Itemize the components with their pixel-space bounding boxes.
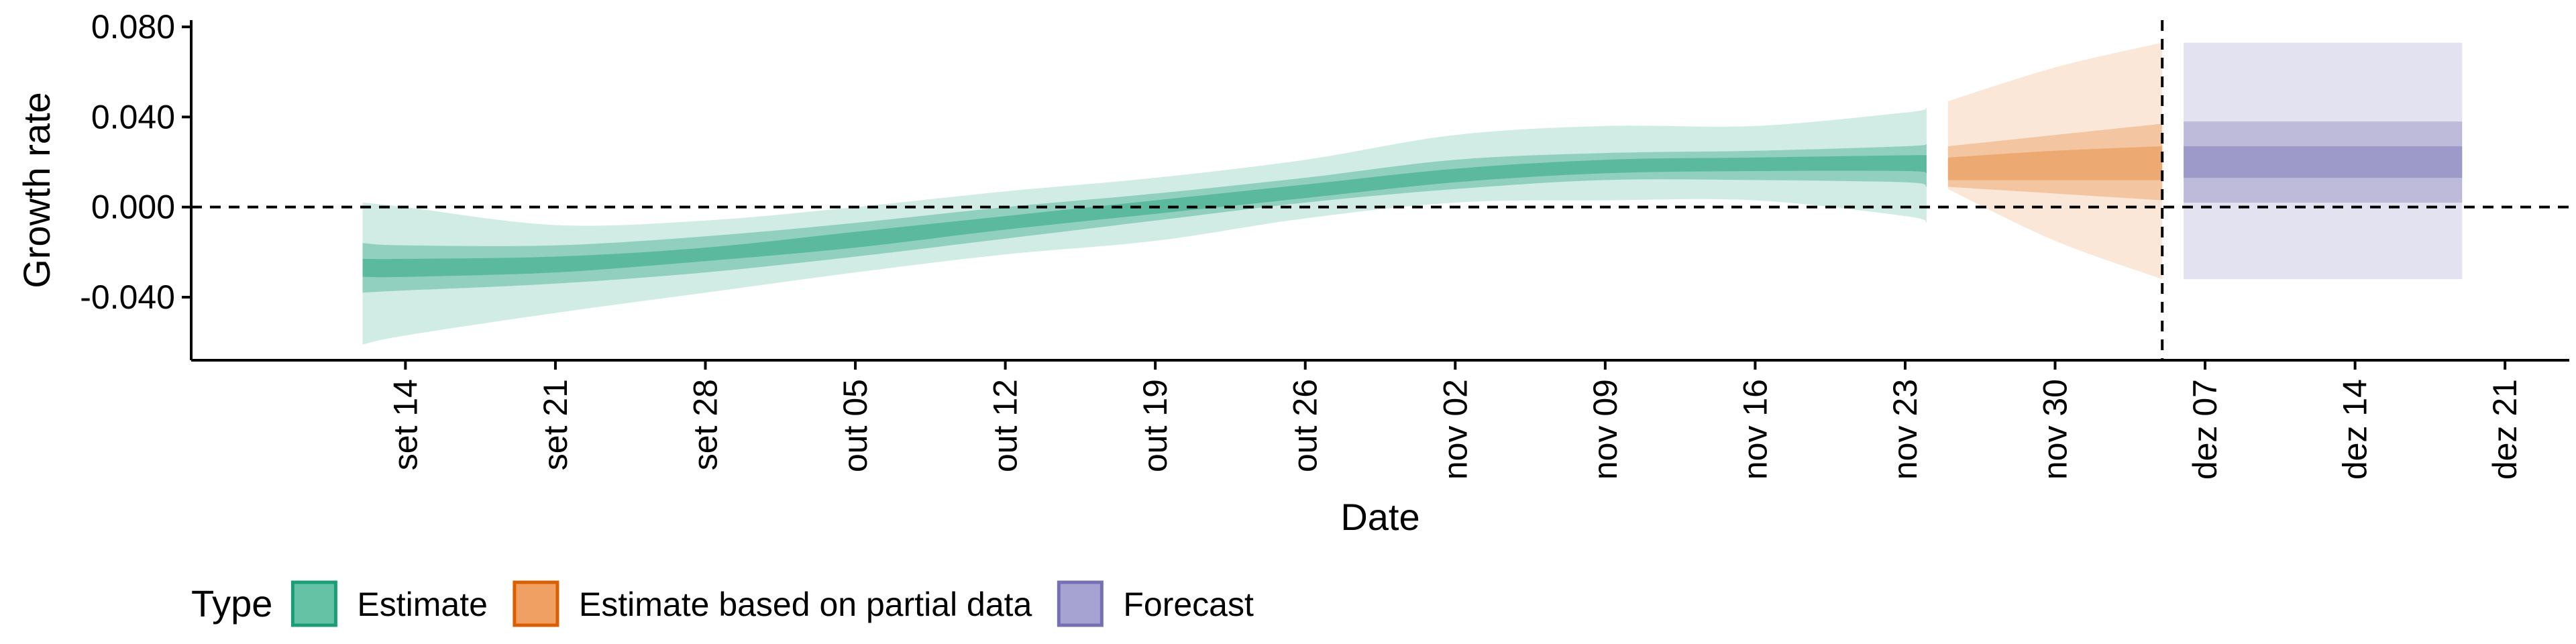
x-tick-label: set 14 xyxy=(386,379,424,470)
ribbon-partial-ci90 xyxy=(1947,42,2163,280)
y-axis-title: Growth rate xyxy=(15,92,58,288)
y-tick-label: -0.040 xyxy=(80,278,175,316)
x-tick-label: out 19 xyxy=(1136,379,1174,472)
y-tick-label: 0.040 xyxy=(91,98,175,136)
legend-swatch-partial xyxy=(513,580,559,627)
legend-title: Type xyxy=(191,582,272,625)
x-tick-label: dez 21 xyxy=(2486,379,2524,480)
x-tick-label: set 21 xyxy=(537,379,574,470)
x-tick-label: nov 16 xyxy=(1736,379,1774,480)
axes xyxy=(190,20,2569,362)
x-tick-label: out 05 xyxy=(837,379,874,472)
ribbon-layer xyxy=(362,42,2463,345)
legend-swatch-estimate xyxy=(290,580,337,627)
legend-label-partial: Estimate based on partial data xyxy=(579,586,1032,623)
x-tick-label: nov 02 xyxy=(1436,379,1474,480)
x-tick-label: out 12 xyxy=(987,379,1024,472)
ribbon-forecast-ci90 xyxy=(2184,42,2463,280)
x-axis-title: Date xyxy=(1340,496,1419,538)
legend-label-forecast: Forecast xyxy=(1123,586,1254,623)
y-tick-label: 0.080 xyxy=(91,8,175,46)
x-tick-label: out 26 xyxy=(1287,379,1324,472)
legend: Type Estimate Estimate based on partial da… xyxy=(191,580,1254,627)
legend-label-estimate: Estimate xyxy=(357,586,488,623)
ribbon-partial-ci50 xyxy=(1947,123,2163,201)
y-tick-label: 0.000 xyxy=(91,189,175,226)
reference-lines xyxy=(191,20,2569,360)
x-tick-label: nov 23 xyxy=(1886,379,1924,480)
x-tick-label: dez 07 xyxy=(2186,379,2224,480)
ribbon-estimate-ci50 xyxy=(362,144,1927,293)
ribbon-forecast-ci20 xyxy=(2184,146,2463,178)
x-tick-label: set 28 xyxy=(686,379,724,470)
x-tick-label: dez 14 xyxy=(2337,379,2374,480)
tick-layer: -0.040 0.000 0.040 0.080 set 14 set 21 set 28 o… xyxy=(80,8,2524,480)
ribbon-partial-ci20 xyxy=(1947,146,2163,180)
ribbon-forecast-ci50 xyxy=(2184,121,2463,203)
ribbon-estimate-ci20 xyxy=(362,155,1927,278)
x-tick-label: nov 30 xyxy=(2037,379,2074,480)
x-tick-label: nov 09 xyxy=(1587,379,1624,480)
legend-swatch-forecast xyxy=(1057,580,1104,627)
ribbon-estimate-ci90 xyxy=(362,107,1927,345)
